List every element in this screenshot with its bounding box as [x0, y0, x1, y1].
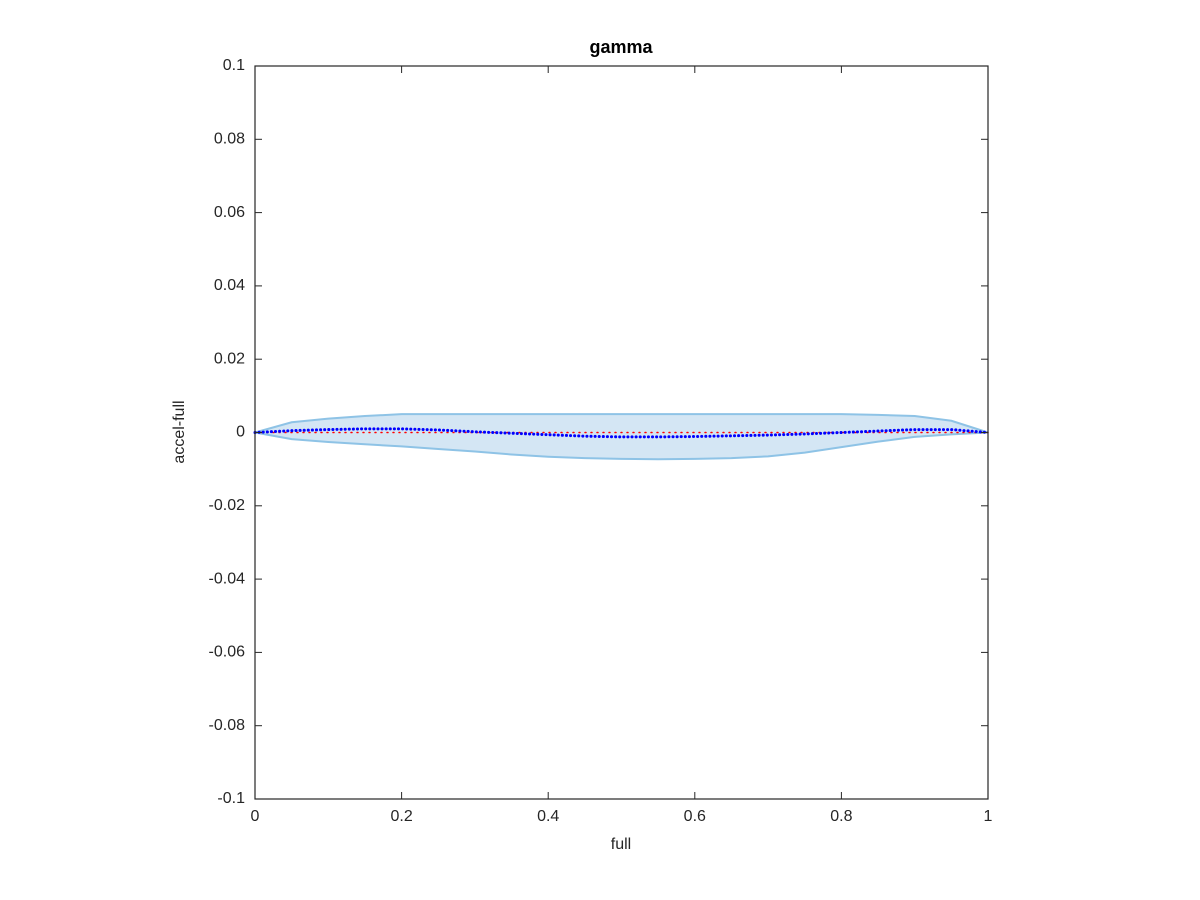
x-axis-label: full: [611, 836, 631, 853]
x-tick-label: 0: [251, 808, 260, 825]
y-tick-label: -0.04: [209, 570, 246, 587]
y-tick-label: -0.1: [217, 790, 245, 807]
y-tick-label: 0: [236, 424, 245, 441]
x-tick-label: 0.8: [830, 808, 852, 825]
series-line: [253, 427, 990, 439]
x-tick-label: 0.6: [684, 808, 706, 825]
y-tick-label: 0.08: [214, 131, 245, 148]
y-tick-label: -0.02: [209, 497, 246, 514]
y-tick-label: -0.06: [209, 644, 246, 661]
y-tick-label: 0.1: [223, 57, 245, 74]
y-tick-label: 0.02: [214, 350, 245, 367]
y-axis-label: accel-full: [171, 400, 188, 463]
band-lower-edge: [254, 431, 989, 461]
band-area: [255, 414, 988, 460]
y-tick-label: -0.08: [209, 717, 246, 734]
y-tick-label: 0.04: [214, 277, 245, 294]
x-tick-label: 0.4: [537, 808, 559, 825]
x-tick-label: 1: [984, 808, 993, 825]
band-upper-edge: [254, 413, 989, 434]
chart-title: gamma: [589, 37, 653, 57]
y-tick-label: 0.06: [214, 204, 245, 221]
x-tick-label: 0.2: [390, 808, 412, 825]
